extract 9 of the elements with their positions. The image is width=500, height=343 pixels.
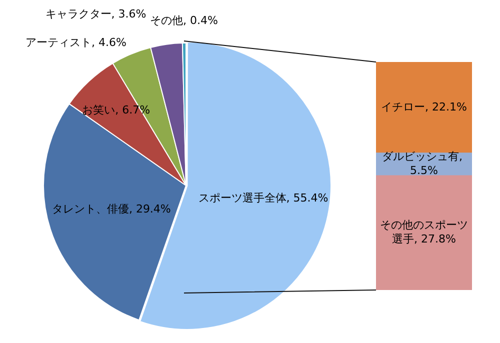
text: イチロー, 22.1%	[381, 100, 467, 114]
slice-label: タレント、俳優, 29.4%	[52, 202, 171, 216]
series-label: ダルビッシュ有,	[382, 150, 466, 164]
slice-label: キャラクター, 3.6%	[45, 8, 146, 20]
text: その他のスポーツ選手, 27.8%	[380, 218, 468, 246]
slice-label: その他, 0.4%	[150, 14, 218, 27]
slice-label: アーティスト, 4.6%	[26, 36, 126, 49]
slice-label: スポーツ選手全体, 55.4%	[198, 191, 328, 204]
data-label: 5.5%	[410, 164, 438, 178]
